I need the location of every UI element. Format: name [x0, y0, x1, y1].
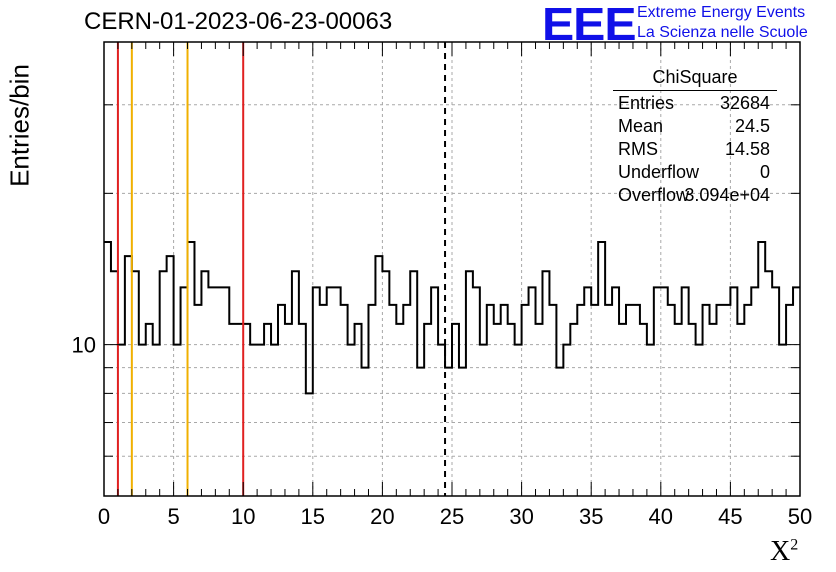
x-tick-label: 0: [98, 504, 110, 529]
stat-row-mean: Mean 24.5: [618, 116, 770, 138]
logo-line-2: La Scienza nelle Scuole: [637, 24, 808, 41]
histogram-series: [104, 241, 800, 395]
stat-value: 0: [759, 162, 770, 182]
chart-title: CERN-01-2023-06-23-00063: [84, 8, 393, 35]
stat-key: RMS: [618, 139, 658, 159]
x-axis-label-base: X: [770, 536, 791, 567]
stats-title: ChiSquare: [652, 67, 738, 87]
stat-row-underflow: Underflow 0: [618, 162, 770, 184]
x-tick-label: 5: [167, 504, 179, 529]
x-tick-label: 20: [370, 504, 394, 529]
x-tick-label: 30: [509, 504, 533, 529]
stat-row-rms: RMS 14.58: [618, 139, 770, 161]
x-tick-label: 10: [231, 504, 255, 529]
stat-key: Overflow: [618, 185, 690, 205]
y-axis-label-text: Entries/bin: [4, 64, 35, 187]
x-tick-label: 35: [579, 504, 603, 529]
stat-key: Mean: [618, 116, 664, 136]
stat-value: 32684: [719, 93, 770, 113]
x-tick-label: 25: [440, 504, 464, 529]
stat-value: 14.58: [724, 139, 770, 159]
x-tick-label: 50: [788, 504, 812, 529]
x-tick-label: 45: [718, 504, 742, 529]
stat-value: 3.094e+04: [684, 185, 770, 205]
logo-line-1: Extreme Energy Events: [637, 4, 806, 21]
x-tick-label: 15: [301, 504, 325, 529]
eee-logo: EEE: [542, 0, 637, 50]
stat-row-overflow: Overflow 3.094e+04: [618, 185, 770, 207]
stat-row-entries: Entries 32684: [618, 93, 770, 115]
stat-key: Entries: [618, 93, 675, 113]
y-tick-label: 10: [72, 333, 96, 358]
stats-box: ChiSquare Entries 32684 Mean 24.5 RMS 14…: [611, 66, 779, 206]
stat-key: Underflow: [618, 162, 700, 182]
stat-value: 24.5: [734, 116, 770, 136]
x-axis-label: X2: [770, 536, 798, 568]
stats-divider: [613, 90, 777, 91]
x-tick-label: 40: [649, 504, 673, 529]
x-axis-label-sup: 2: [790, 536, 799, 554]
